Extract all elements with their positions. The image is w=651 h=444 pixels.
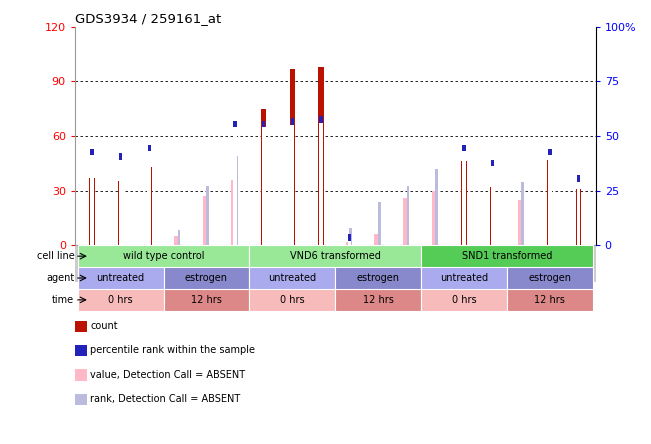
Text: 12 hrs: 12 hrs: [363, 295, 394, 305]
Bar: [234, 121, 237, 245]
Bar: [318, 67, 324, 245]
Bar: [490, 187, 495, 245]
Bar: [90, 155, 94, 245]
Text: wild type control: wild type control: [123, 251, 204, 261]
Text: count: count: [90, 321, 118, 331]
Text: 0 hrs: 0 hrs: [108, 295, 133, 305]
Text: rank, Detection Call = ABSENT: rank, Detection Call = ABSENT: [90, 394, 241, 404]
Text: value, Detection Call = ABSENT: value, Detection Call = ABSENT: [90, 370, 245, 380]
Bar: [406, 186, 409, 245]
Bar: [89, 178, 94, 245]
Bar: [491, 166, 495, 245]
Bar: [577, 175, 580, 245]
Bar: [335, 289, 421, 311]
Bar: [548, 155, 552, 245]
Bar: [521, 182, 524, 245]
Bar: [462, 162, 467, 245]
Bar: [249, 289, 335, 311]
Bar: [178, 230, 180, 245]
Text: 12 hrs: 12 hrs: [534, 295, 565, 305]
Bar: [378, 202, 381, 245]
Bar: [77, 289, 163, 311]
Bar: [290, 125, 294, 245]
Bar: [335, 267, 421, 289]
Bar: [90, 149, 94, 245]
Bar: [348, 234, 352, 245]
Bar: [77, 245, 249, 267]
Text: time: time: [52, 295, 74, 305]
Bar: [421, 289, 507, 311]
Bar: [206, 186, 209, 245]
Bar: [348, 241, 352, 245]
Text: 0 hrs: 0 hrs: [280, 295, 305, 305]
Bar: [77, 267, 163, 289]
Bar: [403, 198, 408, 245]
Text: agent: agent: [46, 273, 74, 283]
Bar: [290, 119, 294, 245]
Bar: [118, 160, 122, 245]
Bar: [174, 236, 179, 245]
Bar: [261, 109, 266, 245]
Bar: [147, 151, 151, 245]
Bar: [507, 267, 593, 289]
Bar: [233, 127, 237, 245]
Bar: [319, 123, 323, 245]
Bar: [421, 267, 507, 289]
Text: SND1 transformed: SND1 transformed: [462, 251, 552, 261]
Bar: [319, 116, 323, 245]
Bar: [231, 180, 236, 245]
Bar: [507, 289, 593, 311]
Bar: [576, 189, 581, 245]
Bar: [163, 267, 249, 289]
Bar: [148, 145, 151, 245]
Text: untreated: untreated: [268, 273, 316, 283]
Bar: [346, 242, 351, 245]
Bar: [262, 121, 266, 245]
Bar: [262, 127, 266, 245]
Bar: [435, 169, 438, 245]
Bar: [202, 196, 208, 245]
Text: untreated: untreated: [96, 273, 145, 283]
Text: untreated: untreated: [440, 273, 488, 283]
Bar: [163, 289, 249, 311]
Bar: [350, 228, 352, 245]
Bar: [518, 200, 523, 245]
Bar: [491, 160, 494, 245]
Bar: [119, 154, 122, 245]
Bar: [577, 182, 580, 245]
Bar: [462, 151, 466, 245]
Text: estrogen: estrogen: [185, 273, 228, 283]
Text: GDS3934 / 259161_at: GDS3934 / 259161_at: [75, 12, 221, 25]
Text: 0 hrs: 0 hrs: [452, 295, 477, 305]
Bar: [235, 155, 238, 245]
Bar: [146, 167, 152, 245]
Bar: [249, 245, 421, 267]
Bar: [462, 145, 465, 245]
Text: cell line: cell line: [36, 251, 74, 261]
Bar: [432, 190, 437, 245]
Text: VND6 transformed: VND6 transformed: [290, 251, 381, 261]
Bar: [249, 267, 335, 289]
Bar: [421, 245, 593, 267]
Bar: [374, 234, 380, 245]
Bar: [75, 245, 596, 281]
Bar: [118, 182, 123, 245]
Text: 12 hrs: 12 hrs: [191, 295, 222, 305]
Text: estrogen: estrogen: [529, 273, 572, 283]
Bar: [548, 149, 551, 245]
Text: estrogen: estrogen: [357, 273, 400, 283]
Text: percentile rank within the sample: percentile rank within the sample: [90, 345, 255, 355]
Bar: [290, 68, 295, 245]
Bar: [547, 159, 553, 245]
